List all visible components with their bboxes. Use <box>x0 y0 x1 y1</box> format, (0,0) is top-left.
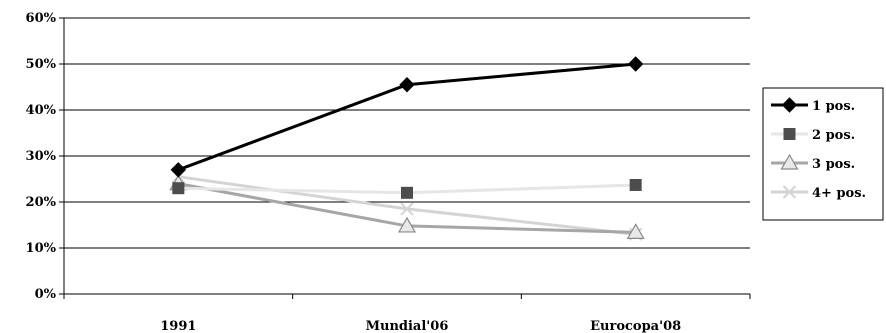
legend: 1 pos. 2 pos. 3 pos. 4+ pos. <box>762 87 884 221</box>
marker-square <box>629 178 642 191</box>
marker-diamond <box>399 76 415 93</box>
data-point <box>629 178 642 191</box>
y-tick-label: 50% <box>26 57 57 72</box>
y-tick-label: 40% <box>26 103 57 118</box>
marker-square <box>783 128 796 140</box>
legend-item: 1 pos. <box>771 97 855 114</box>
marker-diamond <box>170 162 187 178</box>
y-tick-label: 60% <box>26 11 57 26</box>
legend-label: 3 pos. <box>812 157 855 172</box>
x-tick-label: Eurocopa'08 <box>590 319 681 333</box>
x-tick-labels: 1991 Mundial'06 Eurocopa'08 <box>160 319 681 333</box>
data-point <box>172 182 185 195</box>
marker-diamond <box>627 56 644 72</box>
marker-square <box>401 186 413 199</box>
marker-triangle <box>397 216 417 233</box>
gridlines <box>64 17 750 249</box>
series-2 <box>172 178 642 199</box>
legend-label: 1 pos. <box>812 99 855 114</box>
series-lines <box>169 56 645 241</box>
legend-item: 4+ pos. <box>771 185 866 201</box>
data-point <box>401 186 413 199</box>
marker-diamond <box>781 97 798 113</box>
legend-box <box>762 87 884 221</box>
x-tick-label: 1991 <box>160 319 196 333</box>
series-1 <box>170 56 644 178</box>
legend-marker <box>780 153 799 170</box>
x-tick-label: Mundial'06 <box>366 319 449 333</box>
data-point <box>627 56 644 72</box>
legend-item: 3 pos. <box>771 153 855 172</box>
y-tick-label: 10% <box>26 241 57 256</box>
y-tick-label: 30% <box>26 149 57 164</box>
data-point <box>626 223 645 239</box>
marker-x-stroke <box>400 202 414 216</box>
marker-triangle <box>626 223 645 239</box>
y-tick-label: 0% <box>35 287 57 302</box>
data-point <box>397 216 417 233</box>
data-point <box>399 76 415 93</box>
data-point <box>170 162 187 178</box>
legend-label: 2 pos. <box>812 128 855 143</box>
legend-marker <box>781 97 798 113</box>
marker-square <box>172 182 185 195</box>
marker-x-stroke <box>782 185 797 199</box>
legend-marker <box>783 128 796 140</box>
y-tick-label: 20% <box>26 195 57 210</box>
legend-marker <box>782 185 797 199</box>
legend-item: 2 pos. <box>771 128 855 143</box>
legend-label: 4+ pos. <box>812 186 866 201</box>
data-point <box>400 202 414 216</box>
y-tick-labels: 0% 10% 20% 30% 40% 50% 60% <box>26 11 57 302</box>
marker-triangle <box>780 153 799 170</box>
axes <box>59 17 751 299</box>
